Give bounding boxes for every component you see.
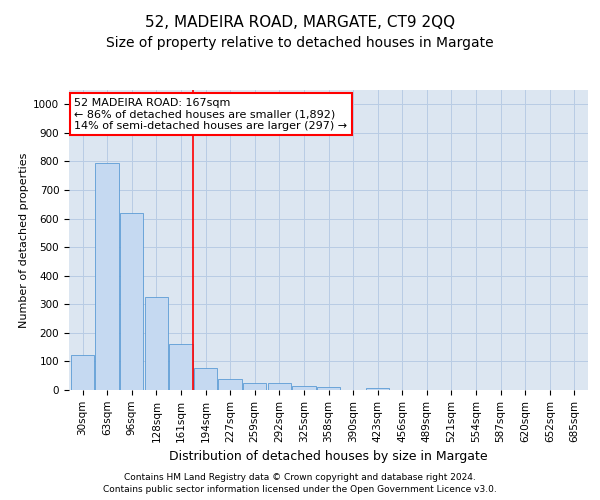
- Bar: [120, 213, 143, 390]
- Bar: [71, 355, 94, 390]
- Y-axis label: Number of detached properties: Number of detached properties: [19, 152, 29, 328]
- Text: Contains HM Land Registry data © Crown copyright and database right 2024.: Contains HM Land Registry data © Crown c…: [124, 473, 476, 482]
- Bar: [218, 380, 242, 390]
- Bar: [243, 383, 266, 390]
- Bar: [317, 387, 340, 390]
- Text: 52, MADEIRA ROAD, MARGATE, CT9 2QQ: 52, MADEIRA ROAD, MARGATE, CT9 2QQ: [145, 15, 455, 30]
- Bar: [268, 384, 291, 390]
- Bar: [194, 368, 217, 390]
- Text: Size of property relative to detached houses in Margate: Size of property relative to detached ho…: [106, 36, 494, 50]
- Bar: [366, 388, 389, 390]
- Bar: [292, 386, 316, 390]
- Text: Contains public sector information licensed under the Open Government Licence v3: Contains public sector information licen…: [103, 484, 497, 494]
- X-axis label: Distribution of detached houses by size in Margate: Distribution of detached houses by size …: [169, 450, 488, 463]
- Bar: [145, 297, 168, 390]
- Bar: [95, 164, 119, 390]
- Bar: [169, 344, 193, 390]
- Text: 52 MADEIRA ROAD: 167sqm
← 86% of detached houses are smaller (1,892)
14% of semi: 52 MADEIRA ROAD: 167sqm ← 86% of detache…: [74, 98, 347, 130]
